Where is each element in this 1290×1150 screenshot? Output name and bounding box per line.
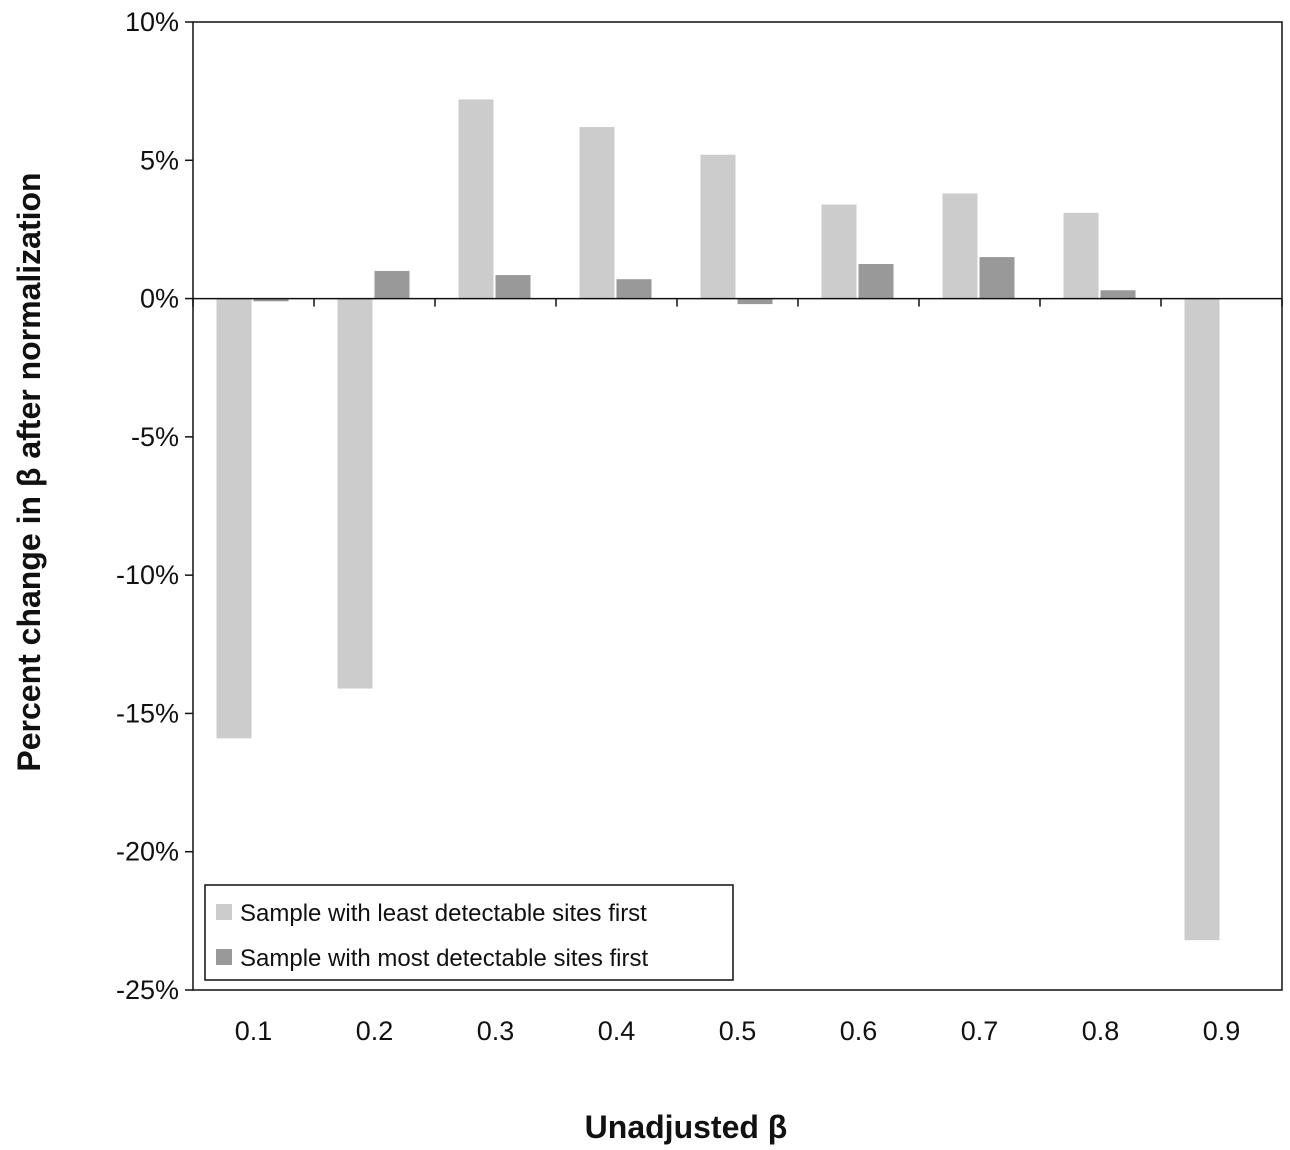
bar-series1-0.1	[216, 298, 252, 739]
bar-series2-0.1	[253, 298, 289, 302]
y-tick-label: -20%	[116, 837, 179, 867]
plot-area-frame	[192, 21, 1283, 991]
legend-swatch-most-detectable	[216, 949, 232, 965]
bar-series2-0.5	[737, 298, 773, 305]
legend-swatch-least-detectable	[216, 904, 232, 920]
bar-series2-0.7	[979, 257, 1015, 299]
x-tick-label: 0.9	[1203, 1016, 1241, 1046]
x-tick-label: 0.3	[477, 1016, 515, 1046]
bar-series2-0.8	[1100, 290, 1136, 299]
bar-series2-0.3	[495, 275, 531, 299]
y-tick-label: -15%	[116, 698, 179, 728]
bar-series1-0.2	[337, 298, 373, 689]
bar-series1-0.8	[1063, 212, 1099, 299]
bar-series2-0.2	[374, 270, 410, 299]
bar-series1-0.5	[700, 154, 736, 299]
legend-label-most-detectable: Sample with most detectable sites first	[240, 945, 648, 972]
x-tick-label: 0.7	[961, 1016, 999, 1046]
x-tick-label: 0.2	[356, 1016, 394, 1046]
y-tick-label: 0%	[140, 284, 179, 314]
bar-series1-0.3	[458, 99, 494, 299]
x-tick-label: 0.8	[1082, 1016, 1120, 1046]
x-tick-label: 0.1	[235, 1016, 273, 1046]
bar-series1-0.9	[1184, 298, 1220, 941]
y-tick-label: -5%	[131, 422, 179, 452]
bars-layer	[216, 99, 1220, 941]
y-tick-label: -10%	[116, 560, 179, 590]
bar-series1-0.7	[942, 193, 978, 299]
legend: Sample with least detectable sites first…	[204, 884, 734, 981]
x-axis-title: Unadjusted β	[585, 1109, 788, 1145]
bar-series1-0.6	[821, 204, 857, 299]
ticks-layer	[185, 21, 1283, 991]
tick-labels-layer: 10% 5% 0% -5% -10% -15% -20% -25% 0.1 0.2 0.3 0.4 0.…	[116, 7, 1240, 1046]
x-tick-label: 0.5	[719, 1016, 757, 1046]
bar-series2-0.4	[616, 279, 652, 299]
legend-box	[204, 884, 734, 981]
y-tick-label: -25%	[116, 975, 179, 1005]
y-tick-label: 5%	[140, 145, 179, 175]
bar-series2-0.6	[858, 264, 894, 299]
x-tick-label: 0.4	[598, 1016, 636, 1046]
y-axis-title: Percent change in β after normalization	[11, 172, 47, 771]
bar-series1-0.4	[579, 127, 615, 299]
legend-label-least-detectable: Sample with least detectable sites first	[240, 900, 647, 927]
y-tick-label: 10%	[125, 7, 179, 37]
x-tick-label: 0.6	[840, 1016, 878, 1046]
